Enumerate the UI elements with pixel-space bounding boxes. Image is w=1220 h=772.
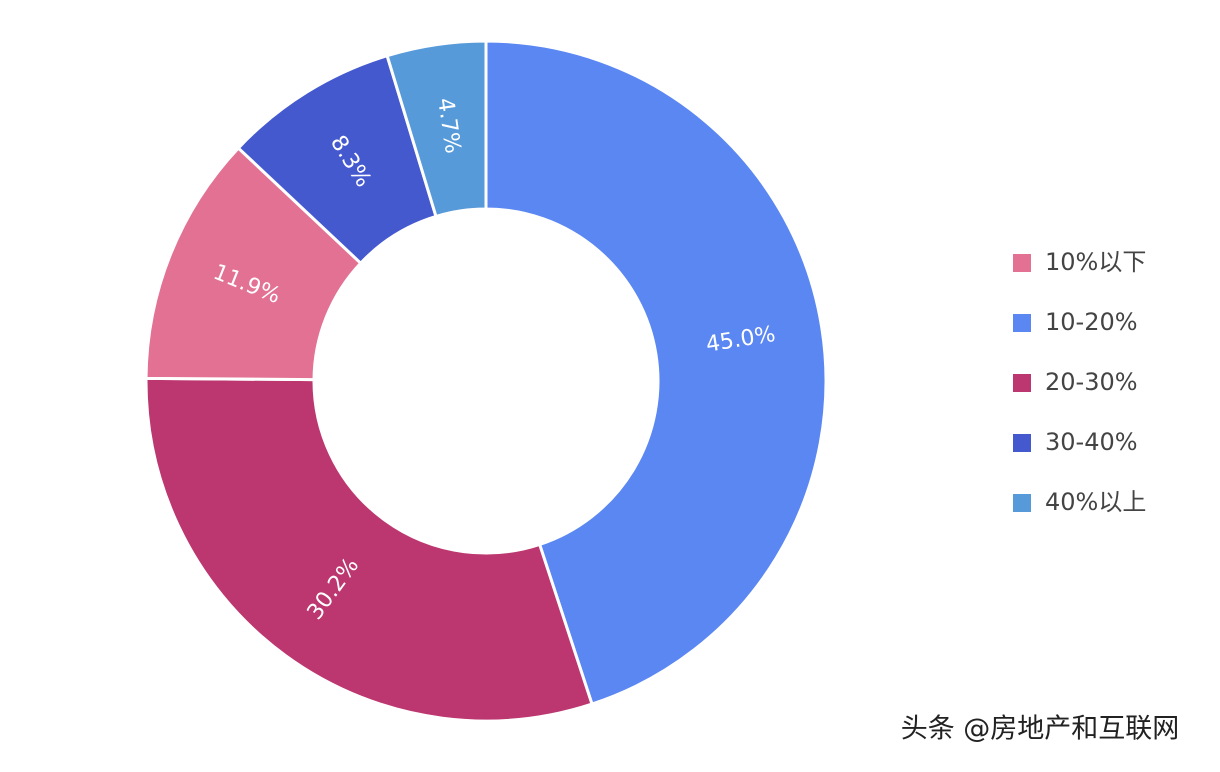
donut-slice bbox=[484, 39, 828, 706]
legend-swatch bbox=[1013, 434, 1031, 452]
donut-slice bbox=[385, 39, 488, 219]
donut-slice bbox=[144, 376, 594, 723]
legend-swatch bbox=[1013, 314, 1031, 332]
legend-swatch bbox=[1013, 374, 1031, 392]
legend-label: 10-20% bbox=[1045, 308, 1138, 336]
legend-label: 40%以上 bbox=[1045, 488, 1146, 516]
legend-swatch bbox=[1013, 494, 1031, 512]
legend-swatch bbox=[1013, 254, 1031, 272]
legend-label: 20-30% bbox=[1045, 368, 1138, 396]
donut-slice bbox=[144, 145, 363, 382]
watermark: 头条 @房地产和互联网 bbox=[901, 714, 1180, 745]
legend-label: 10%以下 bbox=[1045, 248, 1146, 276]
legend-label: 30-40% bbox=[1045, 428, 1138, 456]
